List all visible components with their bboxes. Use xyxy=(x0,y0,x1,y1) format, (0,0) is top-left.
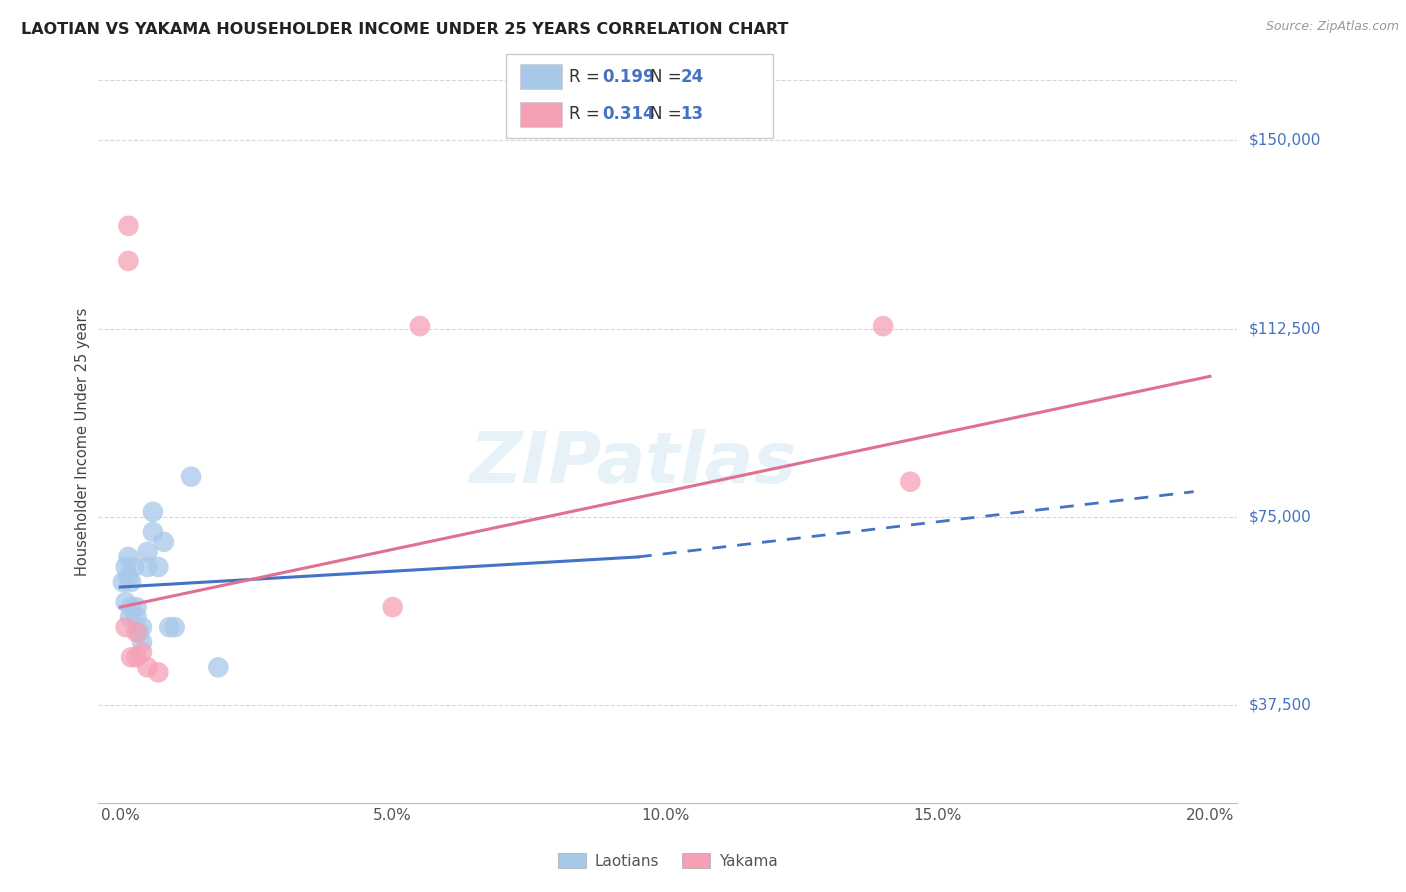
Point xyxy=(207,660,229,674)
Point xyxy=(157,620,180,634)
Text: $150,000: $150,000 xyxy=(1249,133,1320,148)
Point xyxy=(125,650,148,665)
Point xyxy=(142,524,165,539)
Point xyxy=(117,219,139,233)
Point xyxy=(114,620,136,634)
Text: R =: R = xyxy=(569,68,606,86)
Point xyxy=(122,560,145,574)
Point xyxy=(180,469,202,483)
Text: $75,000: $75,000 xyxy=(1249,509,1312,524)
Text: R =: R = xyxy=(569,105,606,123)
Point xyxy=(125,610,148,624)
Point xyxy=(131,645,153,659)
Point xyxy=(117,549,139,564)
Point xyxy=(136,660,159,674)
Text: ZIPatlas: ZIPatlas xyxy=(470,429,797,498)
Text: $37,500: $37,500 xyxy=(1249,698,1312,713)
Point xyxy=(131,635,153,649)
Text: 0.314: 0.314 xyxy=(602,105,654,123)
Point xyxy=(409,319,432,334)
Point xyxy=(125,625,148,640)
Point xyxy=(114,560,136,574)
Point xyxy=(872,319,894,334)
Point xyxy=(153,534,176,549)
Text: 24: 24 xyxy=(681,68,704,86)
Point xyxy=(148,665,170,680)
Text: N =: N = xyxy=(650,68,686,86)
Point xyxy=(117,570,139,584)
Text: LAOTIAN VS YAKAMA HOUSEHOLDER INCOME UNDER 25 YEARS CORRELATION CHART: LAOTIAN VS YAKAMA HOUSEHOLDER INCOME UND… xyxy=(21,22,789,37)
Point xyxy=(136,545,159,559)
Text: Source: ZipAtlas.com: Source: ZipAtlas.com xyxy=(1265,20,1399,33)
Point xyxy=(131,620,153,634)
Text: N =: N = xyxy=(650,105,686,123)
Point xyxy=(142,505,165,519)
Point xyxy=(117,253,139,268)
Point xyxy=(118,610,141,624)
Point xyxy=(148,560,170,574)
Text: 13: 13 xyxy=(681,105,703,123)
Point xyxy=(120,650,142,665)
Point xyxy=(120,600,142,615)
Point xyxy=(898,475,921,489)
Point xyxy=(381,600,404,615)
Text: 0.199: 0.199 xyxy=(602,68,654,86)
Point xyxy=(125,600,148,615)
Point xyxy=(128,625,150,640)
Y-axis label: Householder Income Under 25 years: Householder Income Under 25 years xyxy=(75,308,90,575)
Point xyxy=(136,560,159,574)
Point xyxy=(163,620,186,634)
Point xyxy=(114,595,136,609)
Point xyxy=(111,574,134,589)
Point xyxy=(120,574,142,589)
Legend: Laotians, Yakama: Laotians, Yakama xyxy=(553,847,783,875)
Text: $112,500: $112,500 xyxy=(1249,321,1320,336)
